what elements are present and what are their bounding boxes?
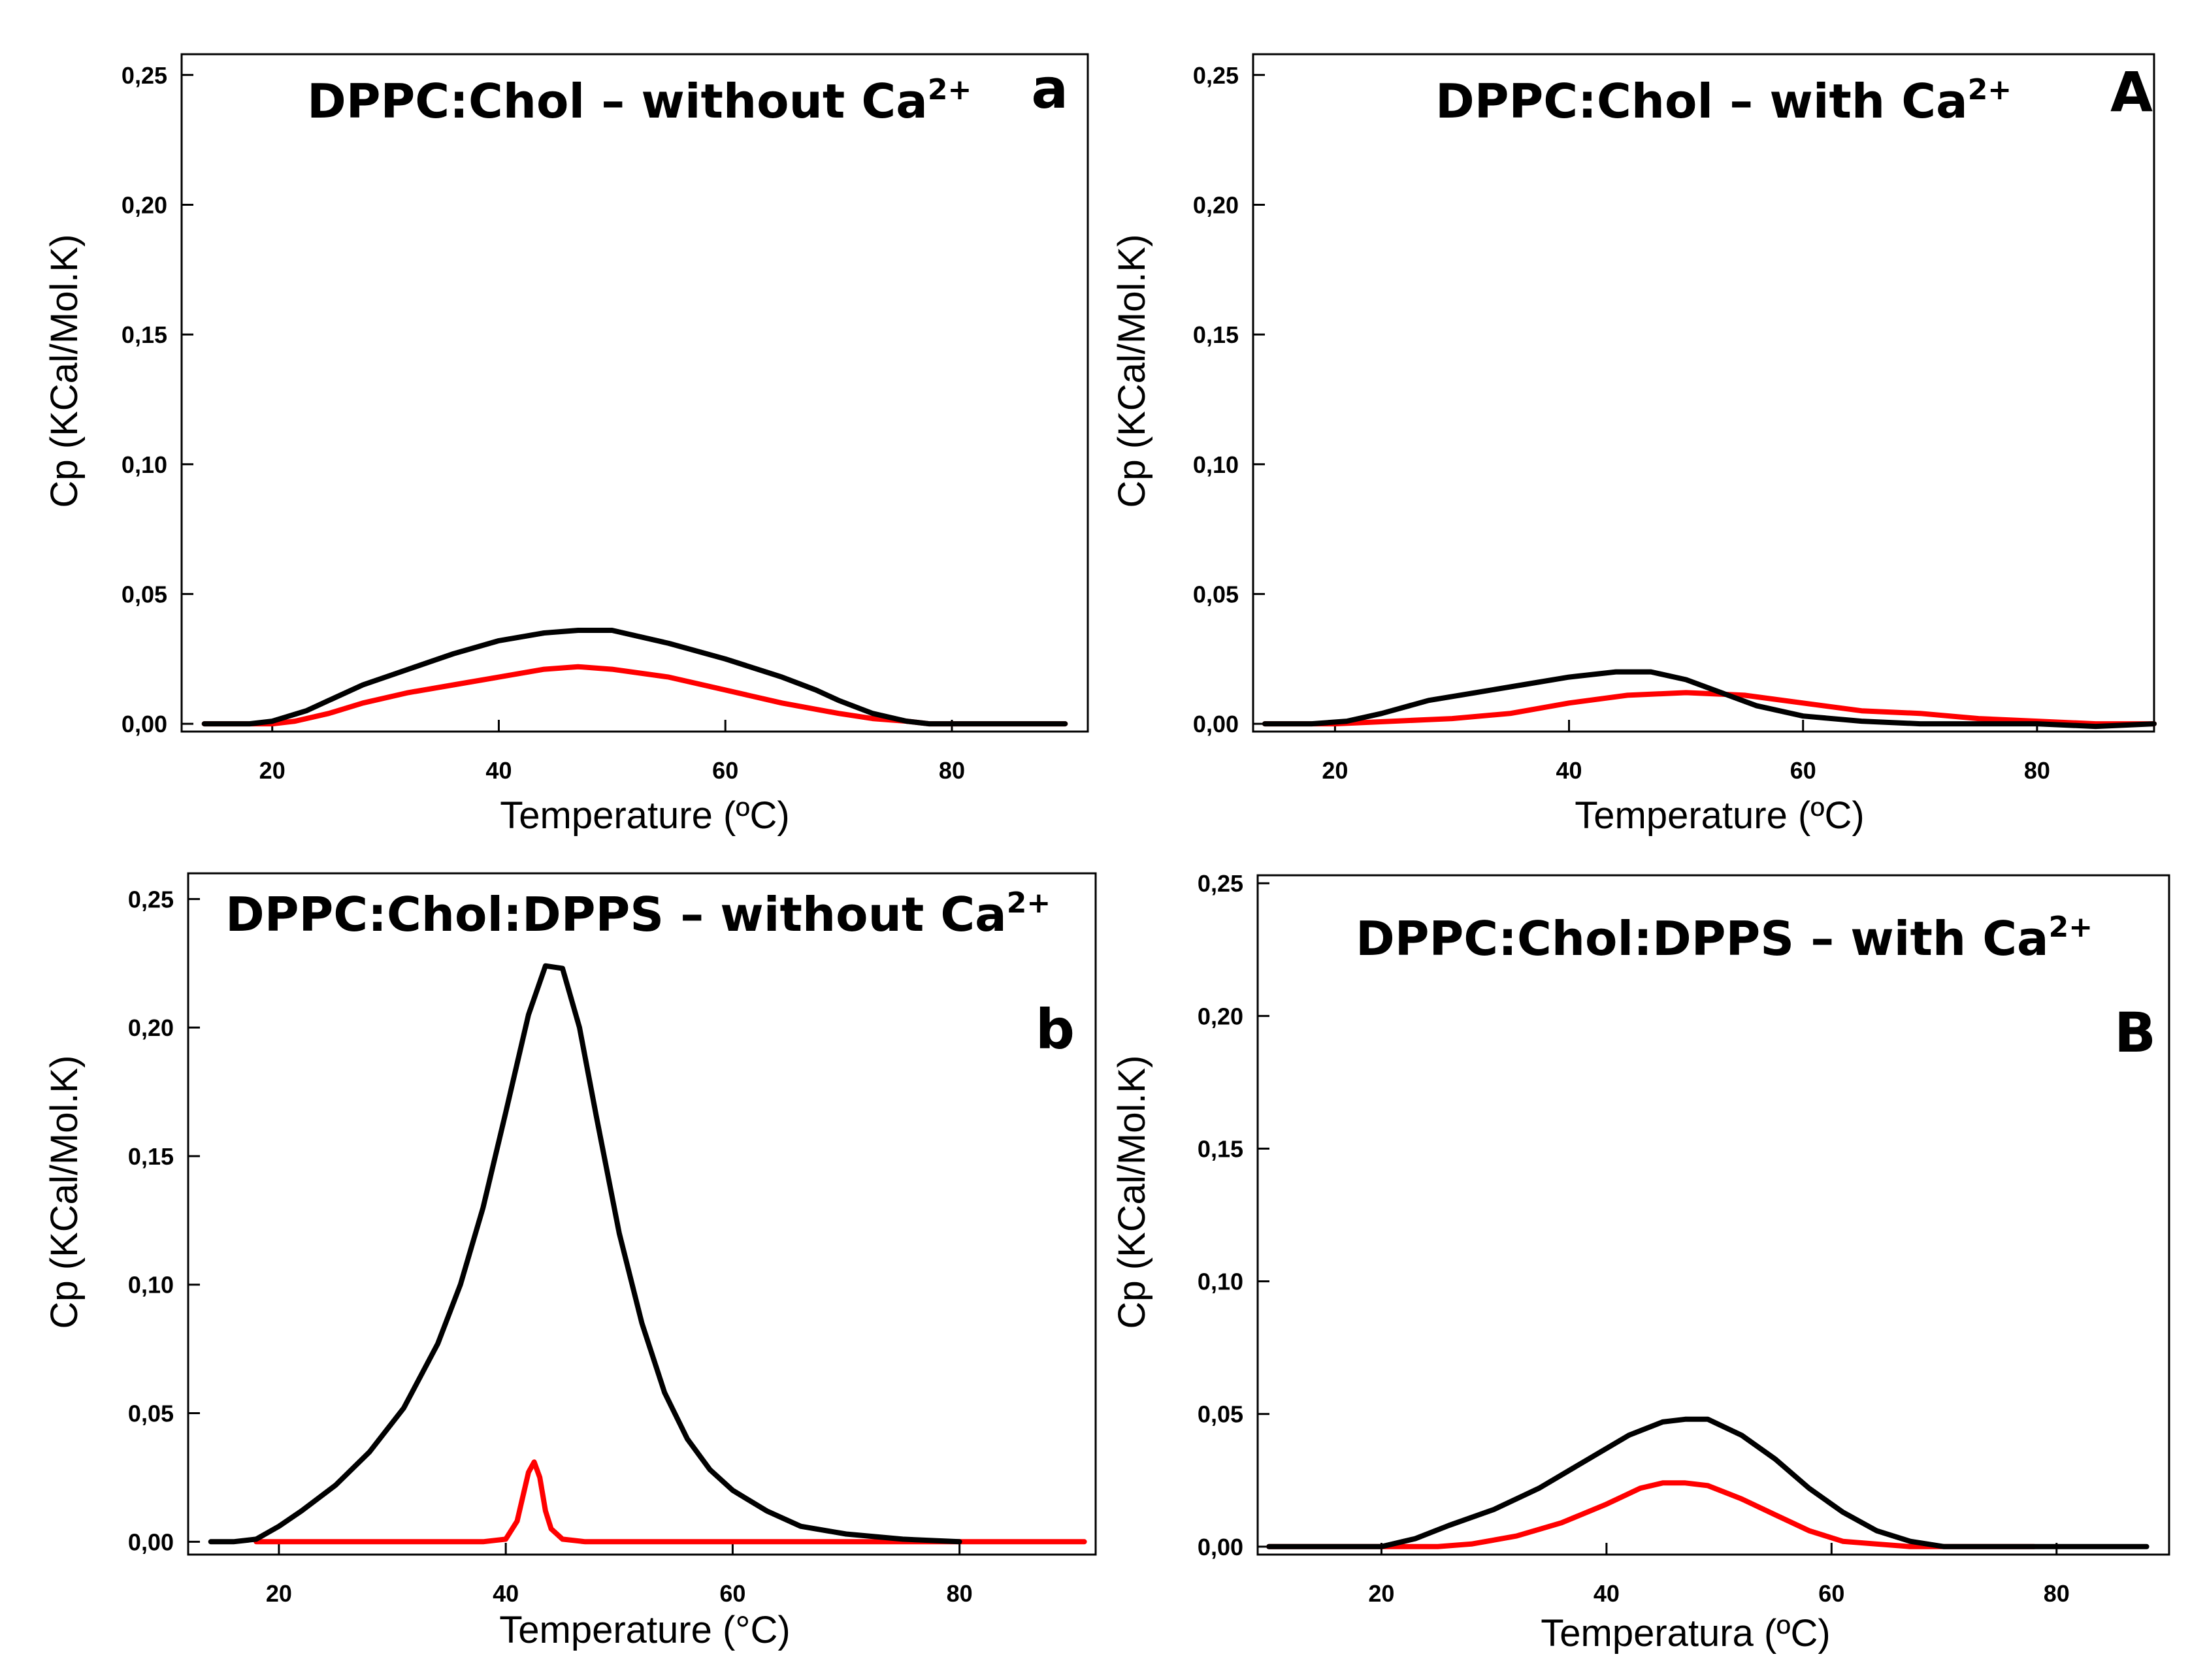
panel-title: DPPC:Chol:DPPS – without Ca2+ — [225, 886, 1051, 942]
y-tick-label: 0,15 — [1193, 321, 1239, 348]
panel-letter: A — [2110, 60, 2153, 124]
panel-title-text: DPPC:Chol:DPPS – without Ca — [225, 887, 1007, 942]
x-axis-label: Temperature (ºC) — [1575, 794, 1864, 837]
series-line-black — [201, 628, 1068, 727]
y-tick-label: 0,05 — [1193, 581, 1239, 607]
y-tick-label: 0,20 — [122, 191, 167, 218]
y-tick-label: 0,15 — [128, 1143, 174, 1170]
y-axis-label: Cp (KCal/Mol.K) — [43, 234, 86, 508]
y-tick-label: 0,15 — [122, 321, 167, 348]
y-tick-label: 0,05 — [122, 581, 167, 607]
panel-letter: B — [2114, 1001, 2156, 1065]
x-tick-label: 60 — [1818, 1580, 1844, 1607]
x-tick-label: 60 — [719, 1580, 745, 1607]
plot-frame — [1256, 874, 2170, 1556]
x-tick-label: 80 — [2044, 1580, 2070, 1607]
panel-title: DPPC:Chol:DPPS – with Ca2+ — [1356, 911, 2093, 966]
panel-title-superscript: 2+ — [2049, 911, 2093, 944]
panel-title-superscript: 2+ — [928, 73, 972, 106]
y-tick-label: 0,25 — [1198, 870, 1243, 897]
x-tick-label: 40 — [1556, 757, 1582, 784]
panel-title-text: DPPC:Chol:DPPS – with Ca — [1356, 911, 2049, 966]
plot-frame — [1252, 53, 2155, 733]
x-tick-label: 60 — [712, 757, 738, 784]
y-axis-label: Cp (KCal/Mol.K) — [1111, 1056, 1153, 1329]
chart-panel-A: Cp (KCal/Mol.K) Temperature (ºC) DPPC:Ch… — [1111, 53, 2157, 837]
x-tick-label: 40 — [1593, 1580, 1620, 1607]
series-line-black — [1266, 1416, 2149, 1549]
x-axis-label: Temperature (°C) — [499, 1609, 790, 1651]
y-tick-label: 0,25 — [122, 62, 167, 89]
panel-title: DPPC:Chol – without Ca2+ — [307, 73, 972, 129]
panel-letter: a — [1031, 57, 1068, 121]
chart-panel-a: Cp (KCal/Mol.K) Temperature (ºC) DPPC:Ch… — [43, 53, 1089, 837]
y-tick-label: 0,10 — [128, 1272, 174, 1299]
x-tick-label: 20 — [1368, 1580, 1394, 1607]
y-tick-label: 0,15 — [1198, 1135, 1243, 1162]
x-tick-label: 80 — [939, 757, 965, 784]
x-tick-label: 60 — [1790, 757, 1816, 784]
y-tick-label: 0,25 — [128, 886, 174, 913]
series-line-black — [208, 963, 962, 1545]
plot-frame — [180, 53, 1089, 733]
y-axis-label: Cp (KCal/Mol.K) — [43, 1056, 86, 1329]
series-line-red — [1266, 1480, 2037, 1549]
y-tick-label: 0,05 — [128, 1400, 174, 1427]
x-tick-label: 20 — [259, 757, 286, 784]
y-tick-label: 0,00 — [1193, 711, 1239, 737]
y-tick-label: 0,25 — [1193, 62, 1239, 89]
x-tick-label: 20 — [266, 1580, 292, 1607]
series-line-black — [1262, 669, 2157, 730]
x-axis-label: Temperatura (ºC) — [1541, 1612, 1830, 1655]
x-axis-label: Temperature (ºC) — [500, 794, 789, 837]
panel-title-text: DPPC:Chol – with Ca — [1435, 74, 1968, 129]
panel-title: DPPC:Chol – with Ca2+ — [1435, 73, 2012, 129]
x-tick-label: 40 — [485, 757, 512, 784]
panel-title-superscript: 2+ — [1007, 886, 1051, 920]
x-tick-label: 80 — [947, 1580, 973, 1607]
y-tick-label: 0,10 — [1198, 1268, 1243, 1295]
y-tick-label: 0,00 — [1198, 1534, 1243, 1560]
chart-panel-b: Cp (KCal/Mol.K) Temperature (°C) DPPC:Ch… — [43, 872, 1097, 1651]
x-tick-label: 20 — [1322, 757, 1348, 784]
y-tick-label: 0,00 — [122, 711, 167, 737]
y-tick-label: 0,10 — [1193, 451, 1239, 478]
panel-title-text: DPPC:Chol – without Ca — [307, 74, 928, 129]
y-tick-label: 0,20 — [1198, 1003, 1243, 1029]
y-tick-label: 0,20 — [1193, 191, 1239, 218]
plot-frame — [187, 872, 1097, 1556]
x-tick-label: 80 — [2024, 757, 2050, 784]
panel-title-superscript: 2+ — [1968, 73, 2012, 106]
series-line-red — [253, 1459, 1087, 1545]
series-line-red — [1262, 690, 2157, 727]
y-tick-label: 0,00 — [128, 1528, 174, 1555]
y-axis-label: Cp (KCal/Mol.K) — [1111, 234, 1153, 508]
y-tick-label: 0,05 — [1198, 1401, 1243, 1428]
panel-letter: b — [1036, 997, 1075, 1061]
y-tick-label: 0,10 — [122, 451, 167, 478]
y-tick-label: 0,20 — [128, 1014, 174, 1041]
x-tick-label: 40 — [493, 1580, 519, 1607]
chart-panel-B: Cp (KCal/Mol.K) Temperatura (ºC) DPPC:Ch… — [1111, 870, 2170, 1655]
